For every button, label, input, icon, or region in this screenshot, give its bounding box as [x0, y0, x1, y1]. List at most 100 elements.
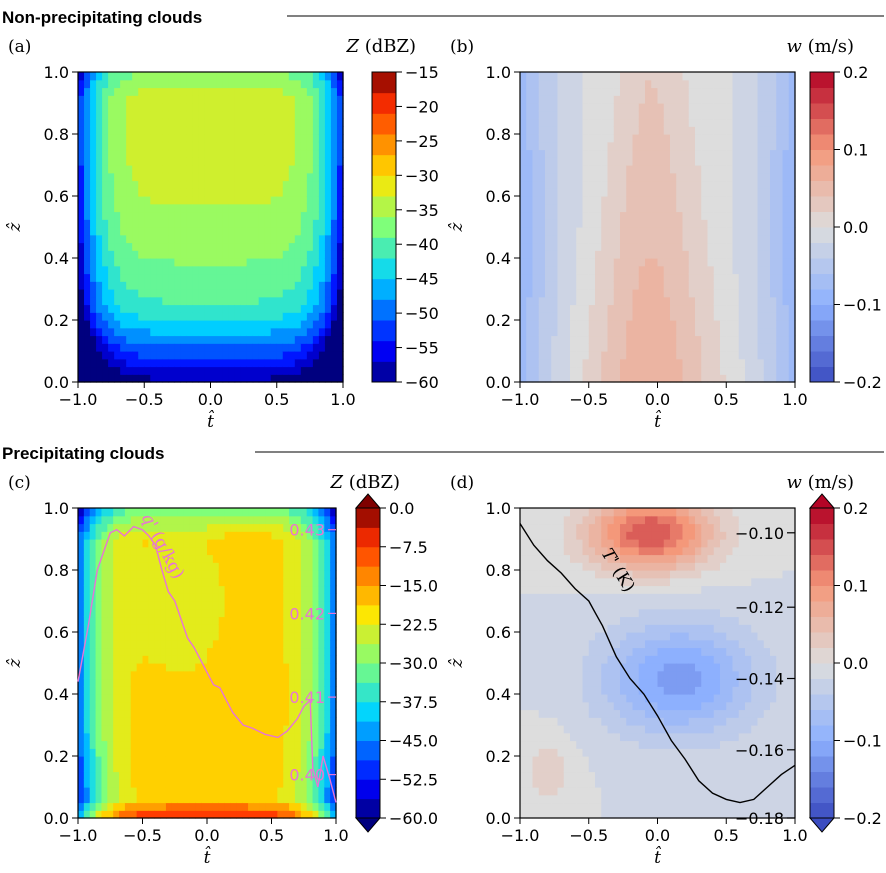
heatmap-cell — [270, 203, 278, 213]
heatmap-cell — [288, 126, 296, 135]
heatmap-cell — [720, 149, 727, 158]
heatmap-cell — [663, 211, 671, 220]
heatmap-cell — [601, 258, 609, 267]
heatmap-cell — [126, 219, 133, 228]
heatmap-cell — [595, 126, 602, 135]
heatmap-cell — [189, 554, 196, 563]
heatmap-cell — [645, 320, 652, 329]
heatmap-cell — [248, 756, 255, 765]
heatmap-cell — [84, 165, 91, 174]
heatmap-cell — [782, 134, 790, 143]
heatmap-cell — [192, 289, 200, 298]
heatmap-cell — [204, 157, 212, 166]
heatmap-cell — [713, 172, 721, 182]
heatmap-cell — [174, 157, 181, 166]
heatmap-cell — [613, 343, 621, 352]
heatmap-cell — [114, 95, 121, 104]
heatmap-cell — [526, 87, 534, 96]
x-tick-label: 1.0 — [782, 390, 807, 409]
heatmap-cell — [330, 134, 338, 143]
heatmap-cell — [532, 72, 540, 81]
heatmap-cell — [545, 180, 552, 189]
heatmap-cell — [300, 196, 308, 205]
heatmap-cell — [663, 296, 671, 306]
heatmap-cell — [670, 312, 677, 321]
heatmap-cell — [90, 312, 97, 321]
heatmap-cell — [119, 763, 126, 773]
heatmap-cell — [154, 810, 161, 819]
heatmap-cell — [90, 335, 97, 344]
heatmap-cell — [222, 265, 230, 275]
heatmap-cell — [757, 227, 765, 236]
heatmap-cell — [576, 196, 584, 205]
heatmap-cell — [770, 250, 777, 259]
heatmap-cell — [156, 289, 163, 298]
heatmap-cell — [248, 740, 255, 749]
heatmap-cell — [183, 546, 191, 556]
heatmap-cell — [234, 172, 242, 182]
heatmap-cell — [212, 694, 220, 703]
heatmap-cell — [264, 196, 272, 205]
heatmap-cell — [165, 601, 173, 610]
heatmap-cell — [270, 79, 278, 89]
heatmap-cell — [570, 327, 577, 337]
heatmap-cell — [526, 219, 534, 228]
heatmap-cell — [632, 351, 640, 360]
heatmap-cell — [236, 539, 243, 548]
heatmap-cell — [218, 717, 226, 726]
heatmap-cell — [270, 327, 278, 337]
heatmap-cell — [144, 281, 151, 290]
heatmap-cell — [601, 273, 609, 282]
heatmap-cell — [294, 273, 302, 282]
heatmap-cell — [189, 709, 196, 718]
heatmap-cell — [757, 219, 765, 228]
heatmap-cell — [520, 118, 527, 127]
heatmap-cell — [180, 203, 188, 213]
heatmap-cell — [113, 554, 120, 563]
heatmap-cell — [312, 250, 320, 259]
heatmap-cell — [695, 312, 702, 321]
heatmap-cell — [720, 110, 727, 120]
heatmap-cell — [782, 343, 790, 352]
heatmap-cell — [89, 787, 97, 796]
heatmap-cell — [252, 250, 260, 259]
heatmap-cell — [651, 211, 659, 220]
heatmap-cell — [189, 577, 196, 587]
heatmap-cell — [156, 312, 163, 321]
heatmap-cell — [713, 304, 721, 313]
heatmap-cell — [168, 358, 175, 368]
heatmap-cell — [107, 794, 114, 804]
heatmap-cell — [626, 219, 634, 228]
heatmap-cell — [186, 358, 194, 368]
heatmap-cell — [520, 281, 527, 290]
heatmap-cell — [601, 281, 609, 290]
heatmap-cell — [657, 289, 665, 298]
heatmap-cell — [154, 717, 161, 726]
heatmap-cell — [210, 289, 218, 298]
heatmap-cell — [745, 95, 752, 104]
heatmap-cell — [588, 188, 596, 197]
heatmap-cell — [108, 188, 115, 197]
heatmap-cell — [236, 686, 243, 695]
heatmap-cell — [545, 188, 552, 197]
heatmap-cell — [240, 227, 248, 236]
heatmap-cell — [192, 296, 200, 306]
heatmap-cell — [174, 343, 181, 352]
heatmap-cell — [582, 335, 590, 344]
heatmap-cell — [195, 748, 202, 757]
heatmap-cell — [751, 374, 759, 383]
heatmap-cell — [330, 250, 338, 259]
heatmap-cell — [576, 242, 584, 251]
heatmap-cell — [165, 531, 173, 540]
heatmap-cell — [601, 289, 609, 298]
heatmap-cell — [726, 126, 734, 135]
heatmap-cell — [183, 725, 191, 734]
heatmap-cell — [318, 141, 326, 151]
heatmap-cell — [526, 289, 534, 298]
heatmap-cell — [776, 72, 784, 81]
heatmap-cell — [770, 366, 777, 375]
heatmap-cell — [154, 678, 161, 687]
heatmap-cell — [108, 118, 115, 127]
heatmap-cell — [144, 103, 151, 112]
heatmap-cell — [162, 273, 169, 282]
